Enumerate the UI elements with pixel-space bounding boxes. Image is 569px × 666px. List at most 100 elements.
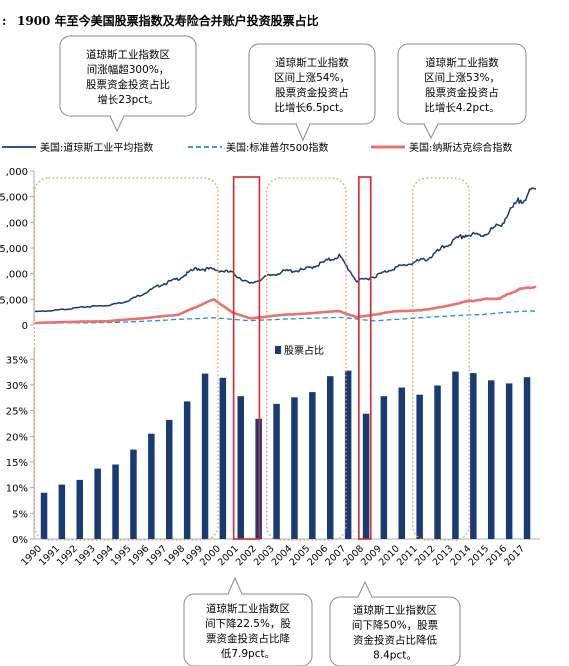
bar-2014 [470, 373, 477, 539]
bar-2011 [416, 394, 423, 539]
line-y-tick-label: 5,000 [0, 244, 28, 255]
callout-line: 比增长6.5pct。 [274, 101, 349, 114]
bar-1998 [183, 401, 191, 539]
title-prefix: : [2, 14, 6, 28]
series-line-1 [35, 310, 536, 324]
bar-y-tick-label: 15% [6, 458, 28, 469]
period-boxes [33, 176, 470, 541]
callout-box [329, 596, 461, 666]
callout-line: 道琼斯工业指数 [425, 56, 499, 69]
bar-2003 [273, 403, 280, 539]
bar-y-tick-label: 35% [6, 355, 28, 366]
bar-2015 [488, 380, 495, 539]
bar-1990 [40, 492, 48, 539]
bar-2008 [362, 413, 370, 539]
callout-tail [357, 580, 373, 598]
callout-line: 间涨幅超300%， [87, 63, 170, 76]
period-box-2003-2007 [265, 177, 347, 541]
callout-tail [109, 115, 125, 133]
x-tick-label-2017: 2017 [502, 543, 527, 568]
callout-line: 增长23pct。 [97, 93, 158, 106]
legend-label-0: 美国:道琼斯工业平均指数 [40, 141, 153, 154]
bar-y-tick-label: 0% [12, 535, 28, 546]
series-line-0 [34, 187, 536, 313]
bar-2000 [219, 377, 227, 539]
callout-box [59, 35, 197, 117]
callout-line: 股票资金投资占比 [86, 78, 170, 91]
bar-y-tick-label: 20% [6, 432, 28, 443]
bar-2001 [237, 396, 244, 539]
bar-2010 [398, 387, 405, 539]
bar-2007 [344, 370, 352, 539]
callout-line: 间下降22.5%，股 [205, 617, 291, 630]
callouts: 道琼斯工业指数区间涨幅超300%，股票资金投资占比增长23pct。道琼斯工业指数… [59, 35, 527, 666]
bar-y-tick-label: 5% [12, 509, 28, 520]
callout-line: 资金投资占比降低 [353, 634, 437, 647]
bar-1997 [166, 419, 173, 539]
stock-ratio-bar-chart: 0%5%10%15%20%25%30%35% 19901991199219931… [6, 344, 540, 568]
callout-line: 道琼斯工业指数区 [86, 48, 170, 61]
bar-2005 [309, 392, 316, 539]
callout-line: 股票资金投资占 [425, 86, 499, 99]
bar-y-tick-label: 25% [6, 407, 28, 418]
bar-2016 [505, 383, 513, 539]
callout-line: 区间上涨54%， [274, 71, 350, 84]
bar-2013 [452, 371, 459, 539]
callout-line: 道琼斯工业指数区 [206, 602, 290, 615]
bar-legend: 股票占比 [275, 344, 324, 357]
line-y-tick-label: ,000 [6, 218, 28, 229]
line-y-tick-label: 5,000 [0, 295, 28, 306]
period-box-1990-1999 [33, 177, 219, 541]
bar-2017 [523, 377, 531, 539]
bar-y-tick-label: 10% [6, 484, 28, 495]
figure-title: 1900 年至今美国股票指数及寿险合并账户投资股票占比 [17, 13, 319, 28]
bar-2009 [380, 396, 388, 539]
bar-1999 [201, 373, 209, 539]
crash-box-2001-2002 [232, 176, 261, 540]
bar-y-tick-label: 30% [6, 381, 28, 392]
bar-1991 [58, 484, 66, 539]
line-y-tick-label: 5,000 [0, 193, 28, 204]
callout-line: 比增长4.2pct。 [424, 101, 499, 114]
line-y-tick-label: ,000 [6, 270, 28, 281]
callout-line: 股票资金投资占 [275, 86, 349, 99]
bar-1992 [76, 479, 83, 539]
callout-line: 区间上涨53%， [424, 71, 500, 84]
legend-label-1: 美国:标准普尔500指数 [226, 141, 328, 154]
bar-2004 [291, 397, 298, 539]
callout-tail [295, 123, 311, 142]
callout-line: 低7.9pct。 [221, 647, 275, 660]
series-line-2 [35, 285, 537, 325]
bar-legend-label: 股票占比 [284, 344, 324, 357]
bar-1995 [130, 449, 137, 539]
bar-1993 [94, 468, 101, 539]
bar-2006 [327, 376, 334, 539]
callout-box [183, 593, 313, 666]
callout-tail [227, 576, 243, 595]
bar-legend-swatch [275, 346, 281, 354]
callout-box [248, 43, 376, 125]
callout-line: 道琼斯工业指数 [275, 56, 349, 69]
callout-tail [423, 123, 439, 140]
legend-label-2: 美国:纳斯达克综合指数 [409, 141, 512, 154]
bar-2012 [434, 385, 441, 539]
line-y-tick-label: 0 [22, 321, 28, 332]
line-y-tick-label: ,000 [6, 167, 28, 178]
callout-line: 间下降50%，股票 [352, 619, 438, 632]
bar-1994 [112, 464, 119, 539]
bar-1996 [148, 433, 155, 539]
callout-line: 道琼斯工业指数区 [353, 604, 437, 617]
period-box-2011-2014 [412, 177, 470, 541]
crash-box-2008 [358, 176, 372, 540]
callout-line: 8.4pct。 [373, 650, 417, 662]
callout-line: 票资金投资占比降 [206, 632, 290, 645]
callout-box [397, 43, 527, 125]
index-line-chart: ,000 5,000 ,000 5,000 ,000 5,000 0 美国:道琼斯工业平均指… [0, 141, 537, 332]
